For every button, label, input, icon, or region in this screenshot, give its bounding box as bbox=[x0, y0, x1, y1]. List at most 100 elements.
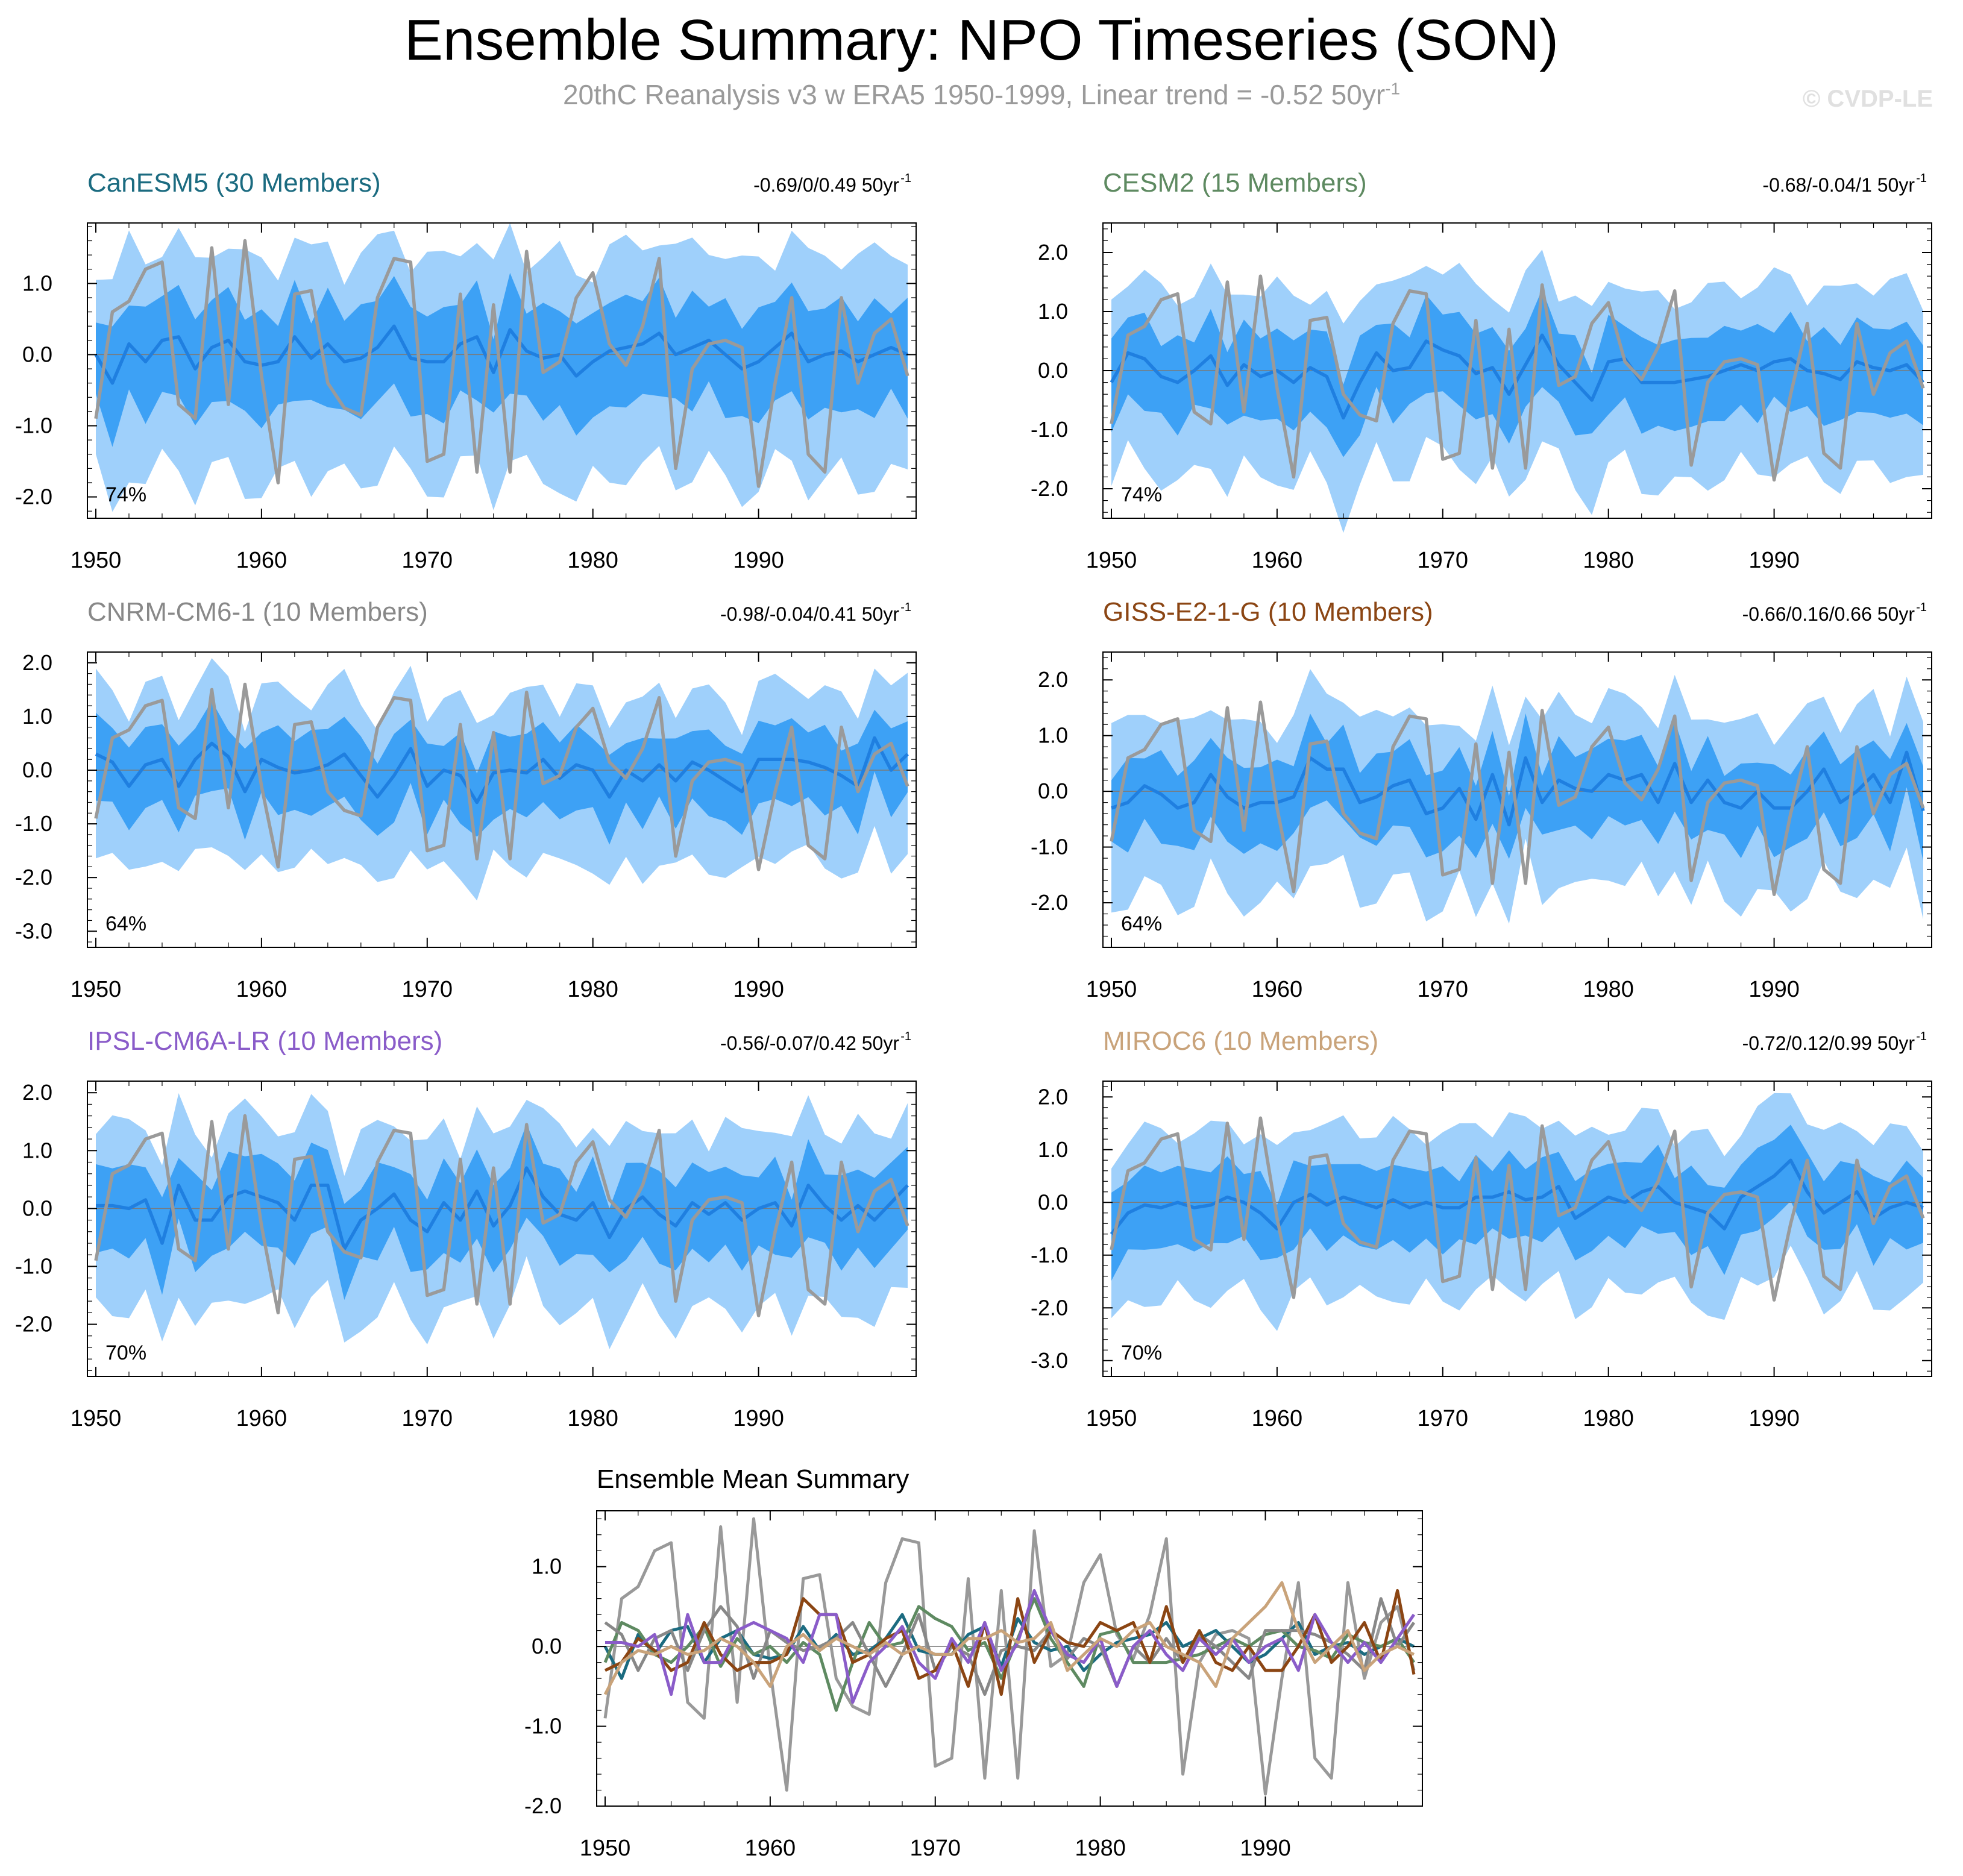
y-tick-label: -1.0 bbox=[15, 413, 52, 438]
y-tick-label: 2.0 bbox=[1038, 240, 1068, 265]
x-tick-label: 1960 bbox=[1252, 977, 1303, 1002]
trend-superscript: -1 bbox=[1916, 172, 1927, 185]
x-tick-label: 1960 bbox=[1252, 1406, 1303, 1431]
series-line-observations bbox=[94, 1114, 909, 1317]
y-tick-label: 2.0 bbox=[1038, 1084, 1068, 1109]
x-tick-label: 1950 bbox=[71, 1406, 122, 1431]
y-tick-label: 0.0 bbox=[532, 1634, 562, 1658]
panel-3: -2.0 -1.0 0.0 1.0 2.0 1950 1960 1970 1980 1990 GIS… bbox=[1031, 597, 1932, 1002]
x-tick-label: 1970 bbox=[402, 1406, 453, 1431]
y-tick-label: 2.0 bbox=[22, 1080, 52, 1105]
trend-superscript: -1 bbox=[900, 172, 911, 185]
trend-label: -0.56/-0.07/0.42 50yr bbox=[720, 1032, 899, 1054]
y-tick-label: 0.0 bbox=[22, 1196, 52, 1220]
x-tick-label: 1990 bbox=[1748, 1406, 1800, 1431]
plot-frame bbox=[87, 1081, 917, 1377]
x-tick-label: 1980 bbox=[567, 548, 618, 573]
subtitle-text: 20thC Reanalysis v3 w ERA5 1950-1999, Li… bbox=[562, 79, 1386, 110]
y-tick-label: 1.0 bbox=[22, 271, 52, 295]
panel-title: CanESM5 (30 Members) bbox=[87, 168, 381, 198]
trend-superscript: -1 bbox=[900, 601, 911, 614]
plot-frame bbox=[87, 222, 917, 519]
y-tick-label: -2.0 bbox=[524, 1793, 562, 1818]
panel-title: IPSL-CM6A-LR (10 Members) bbox=[87, 1026, 442, 1056]
x-tick-label: 1980 bbox=[1075, 1836, 1126, 1861]
panel-1: -2.0 -1.0 0.0 1.0 2.0 1950 1960 1970 1980 1990 CES… bbox=[1031, 168, 1932, 573]
series-line-observations bbox=[603, 1517, 1416, 1796]
y-tick-label: -1.0 bbox=[524, 1714, 562, 1739]
y-tick-label: 1.0 bbox=[22, 704, 52, 729]
series-line-ensemble-mean bbox=[1110, 333, 1925, 420]
watermark: © CVDP-LE bbox=[1802, 86, 1933, 112]
plot-frame bbox=[1102, 651, 1932, 948]
x-tick-label: 1950 bbox=[580, 1836, 631, 1861]
x-tick-label: 1970 bbox=[1418, 977, 1469, 1002]
trend-label: -0.68/-0.04/1 50yr bbox=[1762, 174, 1915, 196]
percent-label: 74% bbox=[105, 483, 146, 506]
y-tick-label: -1.0 bbox=[1031, 417, 1068, 442]
series-line-ensemble-mean bbox=[1110, 1158, 1924, 1235]
x-tick-label: 1970 bbox=[909, 1836, 961, 1861]
trend-superscript: -1 bbox=[1916, 1030, 1927, 1043]
x-tick-label: 1970 bbox=[1418, 548, 1469, 573]
x-tick-label: 1990 bbox=[733, 977, 784, 1002]
y-tick-label: -2.0 bbox=[1031, 1295, 1068, 1320]
y-tick-label: -2.0 bbox=[1031, 476, 1068, 501]
x-tick-label: 1980 bbox=[1583, 548, 1634, 573]
panel-title: GISS-E2-1-G (10 Members) bbox=[1103, 597, 1433, 627]
y-tick-label: -3.0 bbox=[1031, 1348, 1068, 1373]
x-tick-label: 1980 bbox=[1583, 1406, 1634, 1431]
x-tick-label: 1980 bbox=[1583, 977, 1634, 1002]
x-tick-label: 1960 bbox=[236, 1406, 287, 1431]
y-tick-label: -3.0 bbox=[15, 918, 52, 943]
x-tick-label: 1950 bbox=[71, 548, 122, 573]
series-line-ipsl-cm6a-lr bbox=[605, 1589, 1416, 1704]
subtitle-superscript: -1 bbox=[1385, 79, 1401, 98]
y-tick-label: -1.0 bbox=[15, 1253, 52, 1278]
plot-frame bbox=[87, 651, 917, 948]
x-tick-label: 1950 bbox=[1086, 548, 1137, 573]
x-tick-label: 1960 bbox=[236, 548, 287, 573]
y-tick-label: 0.0 bbox=[1038, 358, 1068, 383]
y-tick-label: 0.0 bbox=[1038, 779, 1068, 803]
y-tick-label: -1.0 bbox=[1031, 1243, 1068, 1267]
plot-frame bbox=[596, 1510, 1423, 1807]
percent-label: 74% bbox=[1121, 483, 1162, 506]
spread-inner-band bbox=[96, 272, 908, 447]
y-tick-label: -2.0 bbox=[15, 485, 52, 509]
x-tick-label: 1960 bbox=[236, 977, 287, 1002]
panel-5: -3.0 -2.0 -1.0 0.0 1.0 2.0 1950 1960 1970 1980 199… bbox=[1031, 1026, 1932, 1431]
y-tick-label: -2.0 bbox=[1031, 890, 1068, 915]
y-tick-label: 1.0 bbox=[1038, 723, 1068, 748]
y-tick-label: 0.0 bbox=[22, 342, 52, 366]
series-line-ensemble-mean bbox=[95, 736, 909, 805]
x-tick-label: 1970 bbox=[402, 548, 453, 573]
plot-frame bbox=[1102, 1081, 1932, 1377]
trend-label: -0.66/0.16/0.66 50yr bbox=[1742, 603, 1915, 625]
series-line-ensemble-mean bbox=[94, 324, 909, 385]
series-line-observations bbox=[1110, 1116, 1925, 1302]
series-line-observations bbox=[94, 239, 909, 488]
trend-label: -0.72/0.12/0.99 50yr bbox=[1742, 1032, 1915, 1054]
y-tick-label: 1.0 bbox=[1038, 299, 1068, 324]
spread-inner-band bbox=[96, 1124, 908, 1300]
panel-title: Ensemble Mean Summary bbox=[597, 1464, 909, 1494]
y-tick-label: 2.0 bbox=[1038, 667, 1068, 692]
trend-superscript: -1 bbox=[1916, 601, 1927, 614]
series-line-miroc6 bbox=[603, 1581, 1415, 1695]
series-line-giss-e2-1-g bbox=[604, 1589, 1416, 1696]
x-tick-label: 1980 bbox=[567, 1406, 618, 1431]
series-line-observations bbox=[94, 682, 909, 871]
x-tick-label: 1980 bbox=[567, 977, 618, 1002]
figure-subtitle: 20thC Reanalysis v3 w ERA5 1950-1999, Li… bbox=[0, 78, 1963, 111]
trend-label: -0.69/0/0.49 50yr bbox=[753, 174, 899, 196]
x-tick-label: 1950 bbox=[1086, 977, 1137, 1002]
series-line-ensemble-mean bbox=[96, 1166, 909, 1251]
x-tick-label: 1950 bbox=[1086, 1406, 1137, 1431]
y-tick-label: -1.0 bbox=[1031, 835, 1068, 859]
percent-label: 70% bbox=[105, 1341, 146, 1364]
panel-title: MIROC6 (10 Members) bbox=[1103, 1026, 1378, 1056]
percent-label: 64% bbox=[105, 912, 146, 935]
x-tick-label: 1990 bbox=[1748, 977, 1800, 1002]
